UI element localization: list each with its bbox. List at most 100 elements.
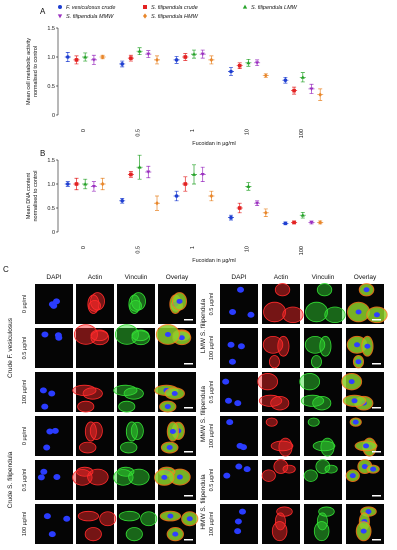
dot	[129, 172, 133, 177]
legend-label: S. filipendula HMW	[151, 14, 199, 20]
dot	[146, 170, 151, 175]
legend-marker	[57, 14, 63, 19]
cell	[84, 421, 97, 442]
scale-bar	[184, 495, 193, 497]
x-tick-label: 10	[244, 246, 250, 252]
nucleus	[37, 474, 45, 481]
dot	[137, 165, 142, 169]
nucleus	[238, 508, 246, 515]
dot	[300, 213, 305, 217]
dot	[100, 54, 105, 60]
dot	[192, 172, 196, 176]
cell	[77, 400, 95, 413]
y-axis-label: Mean cell metabolic activity	[26, 38, 32, 105]
column-header: Overlay	[166, 274, 189, 281]
dot	[65, 182, 70, 186]
cell	[299, 373, 321, 391]
y-tick-label: 1.0	[47, 182, 55, 188]
nucleus	[222, 378, 230, 385]
column-header: Vinculin	[312, 274, 335, 281]
dot	[192, 51, 196, 56]
cell	[131, 330, 151, 346]
cell	[315, 459, 331, 474]
dot	[155, 57, 159, 63]
nucleus	[361, 464, 368, 470]
micrograph	[220, 416, 258, 456]
row-label: 0.5 µg/ml	[209, 381, 215, 404]
nucleus	[349, 473, 356, 479]
nucleus	[226, 419, 234, 426]
x-tick-label: 1	[190, 129, 196, 132]
cell	[90, 330, 110, 346]
cell	[257, 373, 279, 391]
nucleus	[39, 387, 47, 394]
dot	[300, 75, 305, 79]
cell	[123, 387, 144, 400]
dot	[83, 54, 88, 59]
nucleus	[365, 509, 372, 515]
cell	[90, 292, 105, 311]
nucleus	[48, 531, 56, 538]
dot	[200, 172, 205, 177]
nucleus	[363, 443, 370, 449]
row-label: 0.5 µg/ml	[22, 337, 28, 360]
panel-label: B	[40, 149, 45, 158]
dot	[155, 200, 159, 206]
cell	[125, 527, 143, 542]
nucleus	[225, 397, 233, 404]
group-label: HMW S. filipendula	[200, 474, 207, 530]
dot	[237, 63, 242, 68]
nucleus	[227, 341, 235, 348]
cell	[313, 521, 330, 542]
dot	[209, 193, 214, 199]
dot	[283, 78, 288, 82]
cell	[278, 437, 293, 457]
x-tick-label: 0	[81, 129, 87, 132]
cell	[303, 469, 318, 482]
group-label: LMW S. filipendula	[200, 299, 207, 354]
cell	[324, 306, 346, 324]
nucleus	[234, 528, 242, 535]
micrograph	[76, 284, 114, 324]
column-header: Actin	[88, 274, 103, 281]
nucleus	[228, 358, 236, 365]
column-header: Overlay	[354, 274, 377, 281]
nucleus	[354, 342, 361, 348]
scale-bar	[184, 539, 193, 541]
dot	[283, 221, 288, 226]
dot	[318, 220, 323, 225]
nucleus	[247, 311, 255, 318]
legend-label: S. filipendula crude	[151, 5, 198, 11]
y-axis-label: Mean DNA content	[26, 172, 32, 219]
nucleus	[234, 400, 242, 407]
legend-label: S. filipendula MMW	[66, 14, 114, 20]
dot	[229, 215, 233, 220]
cell	[88, 299, 101, 312]
cell	[72, 469, 93, 486]
dot	[183, 55, 188, 59]
dot	[83, 181, 88, 186]
nucleus	[186, 516, 193, 522]
group-label: Crude S. filipendula	[7, 451, 14, 508]
cell	[273, 459, 289, 474]
cell	[300, 394, 325, 407]
cell	[129, 299, 142, 312]
nucleus	[234, 518, 242, 525]
nucleus	[53, 474, 61, 481]
nucleus	[360, 528, 367, 534]
micrograph	[117, 504, 155, 544]
scale-bar	[372, 407, 381, 409]
row-label: 100 µg/ml	[22, 380, 28, 404]
micrograph	[35, 328, 73, 368]
row-label: 100 µg/ml	[22, 512, 28, 536]
nucleus	[43, 444, 51, 451]
panel-label: C	[3, 265, 9, 274]
cell	[82, 387, 103, 400]
micrograph	[304, 416, 342, 456]
scale-bar	[372, 495, 381, 497]
micrograph	[76, 504, 114, 544]
nucleus	[161, 474, 168, 480]
legend-marker	[242, 4, 248, 9]
cell	[316, 283, 333, 297]
cell	[312, 395, 332, 411]
